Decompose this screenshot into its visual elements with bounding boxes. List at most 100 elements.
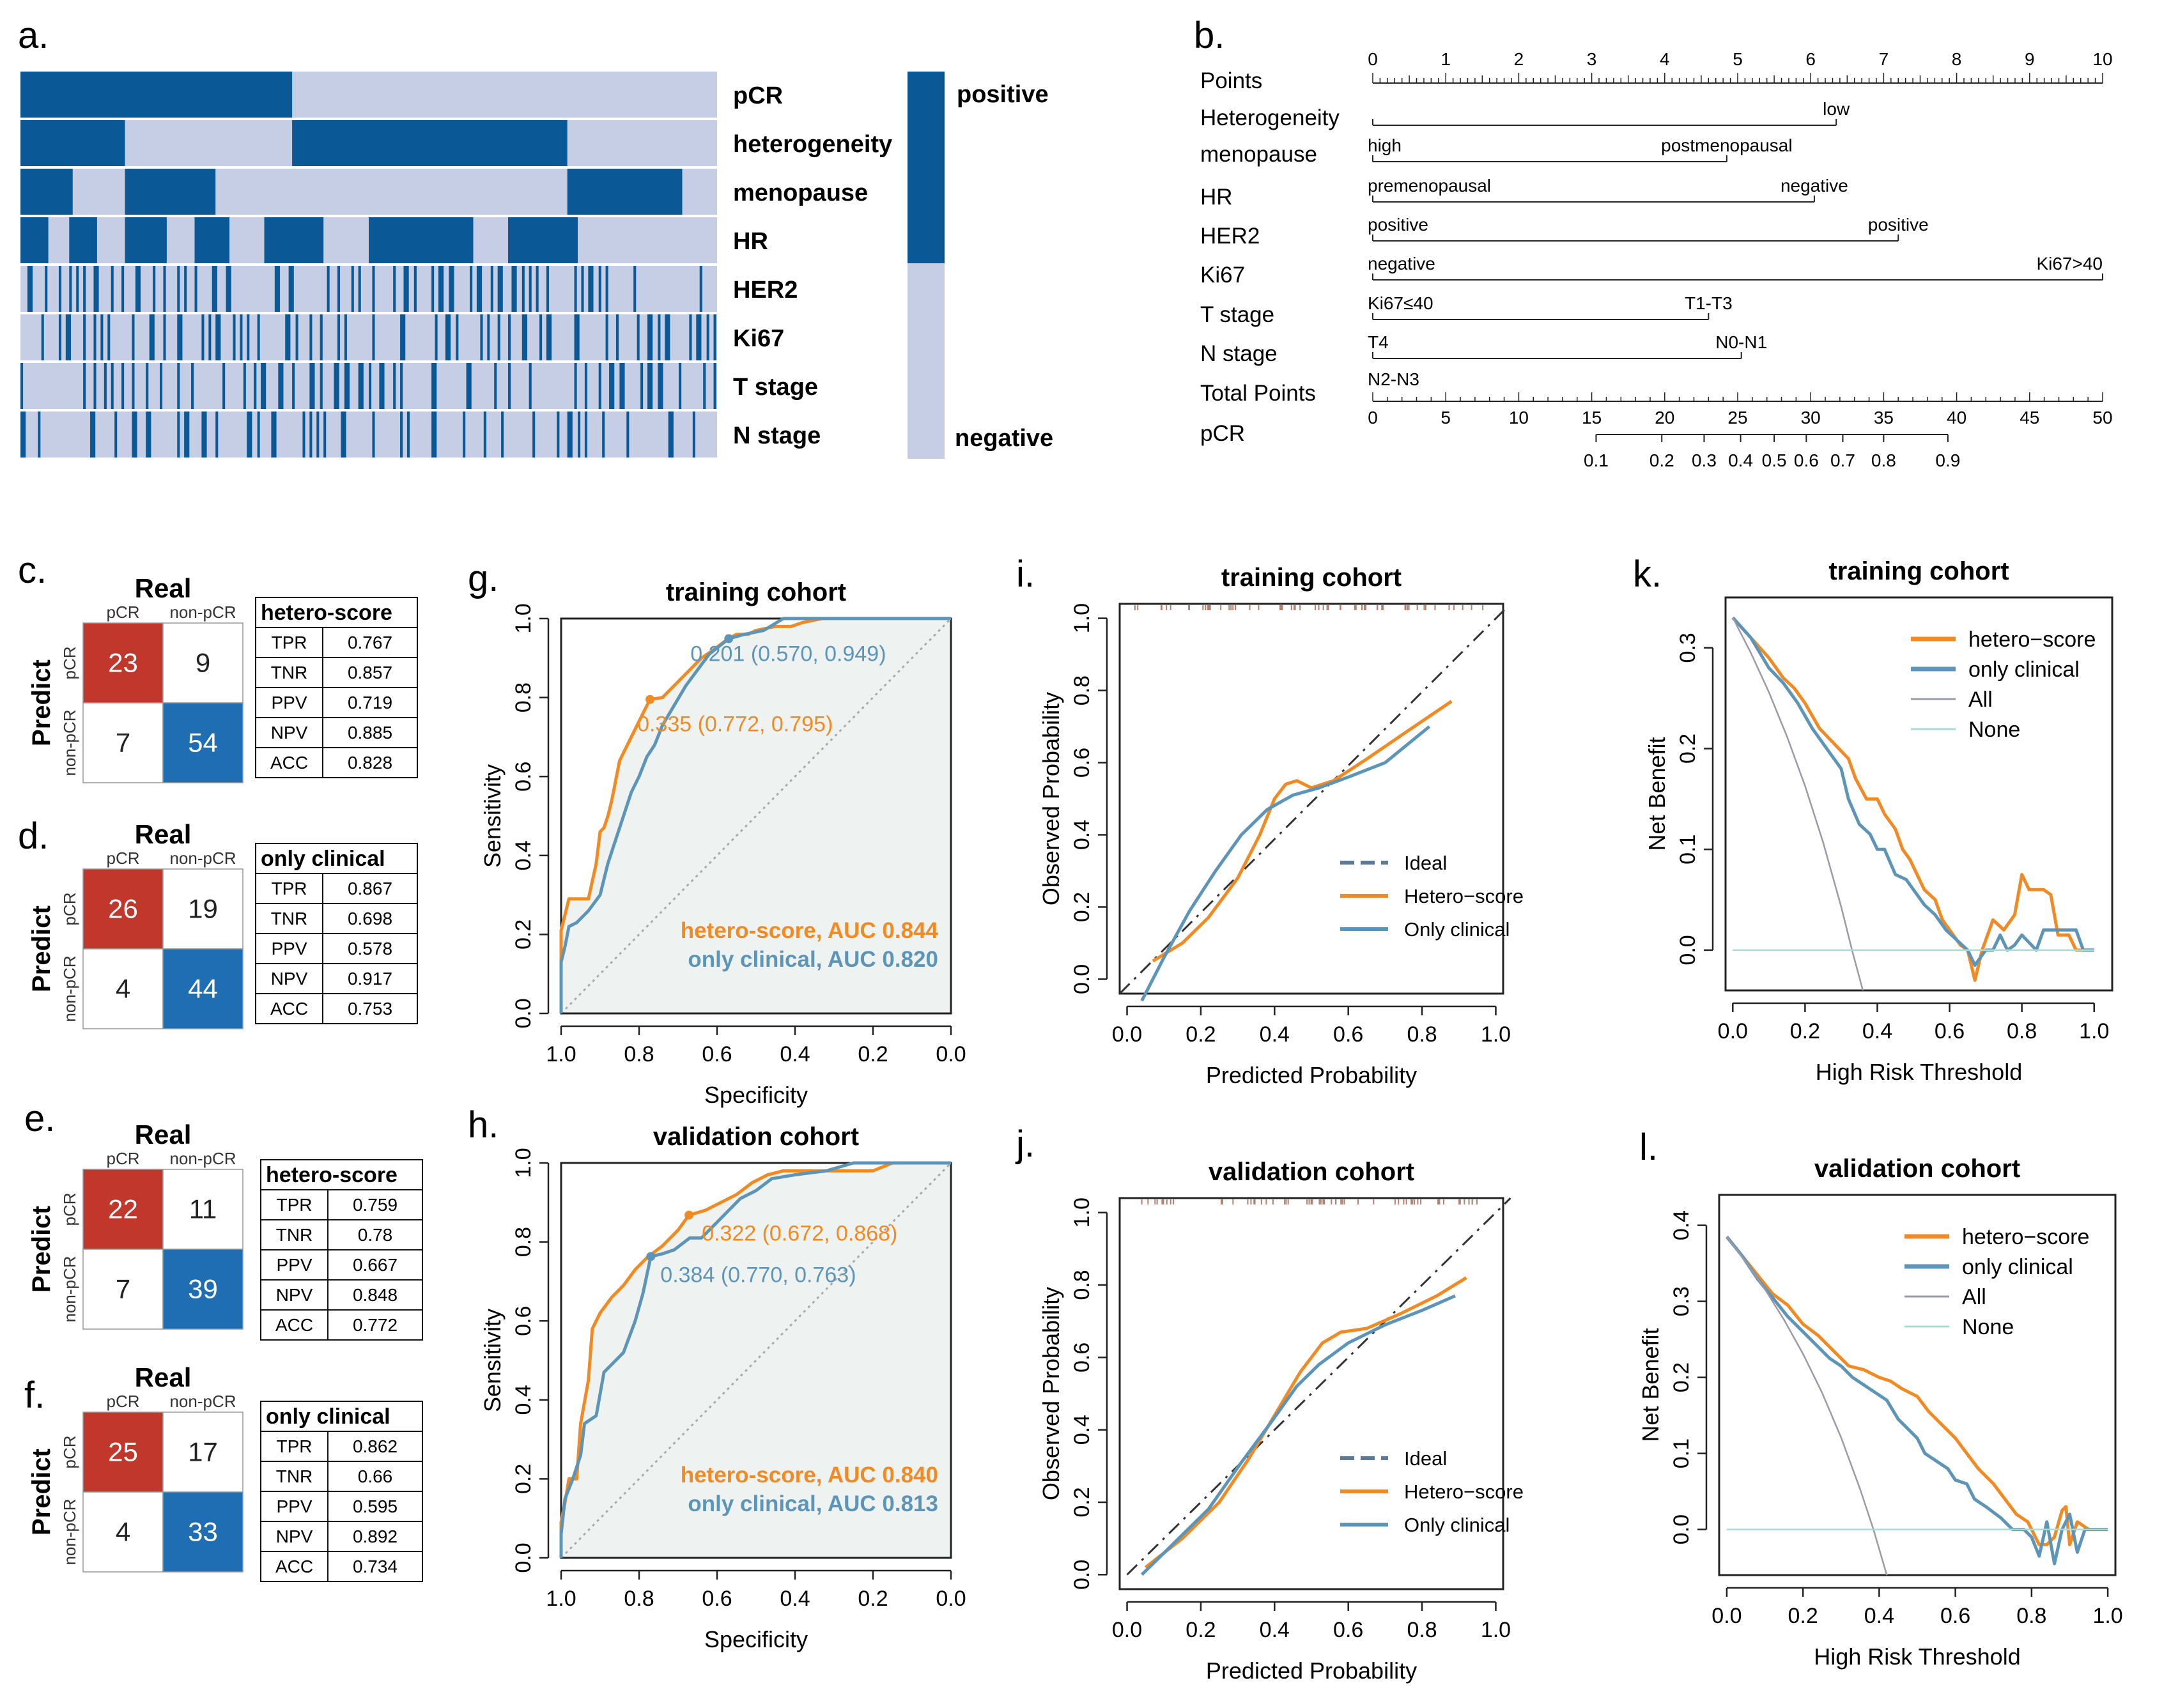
threshold-label: 0.384 (0.770, 0.763) [660,1263,856,1287]
points-tick-label: 10 [2092,49,2112,69]
nomogram-row-label: T stage [1200,302,1274,327]
heatmap-cell [20,363,23,409]
heatmap-cell [83,314,86,360]
metrics-table-value: 0.595 [353,1496,398,1516]
metrics-table-name: TNR [271,663,308,682]
heatmap-cell [647,363,653,409]
heatmap-cell [261,363,266,409]
heatmap-cell [191,363,194,409]
heatmap-cell [66,314,71,360]
heatmap-row-label: heterogeneity [733,131,892,158]
legend-positive-swatch [908,72,945,263]
heatmap-cell [184,266,187,312]
metrics-table-value: 0.772 [353,1315,398,1335]
heatmap-cell [93,266,98,312]
heatmap-cell [529,266,532,312]
pcr-tick-label: 0.1 [1584,450,1609,470]
heatmap-cell [334,363,339,409]
metrics-table-value: 0.867 [348,879,392,898]
nomogram-scale-label: T4 [1368,332,1389,352]
x-tick-label: 0.0 [1112,1022,1142,1047]
heatmap-panel: pCRheterogeneitymenopauseHRHER2Ki67T sta… [20,72,1053,459]
nomogram-scale-label: premenopausal [1368,176,1491,196]
heatmap-cell [578,412,580,458]
cm-cell-value: 54 [188,728,218,758]
y-tick-label: 0.4 [1669,1210,1694,1240]
cm-predict-header: Predict [27,1449,56,1535]
nomogram-row-label: HER2 [1200,224,1260,249]
metrics-table-value: 0.66 [358,1466,393,1486]
metrics-table-value: 0.862 [353,1436,398,1456]
metrics-table-name: TPR [277,1195,313,1215]
metrics-table-value: 0.885 [348,723,392,742]
figure-canvas: a. b. c. d. e. f. g. h. i. j. k. l. pCRh… [0,0,2171,1708]
x-tick-label: 0.6 [1333,1022,1363,1047]
chart-title: training cohort [1221,564,1402,592]
heatmap-cell [407,412,410,458]
heatmap-cell [707,314,709,360]
heatmap-cell [258,412,260,458]
cm-col-label: pCR [106,849,139,868]
y-tick-label: 0.6 [1070,748,1094,778]
heatmap-cell [619,363,624,409]
x-axis-label: Specificity [704,1626,808,1652]
x-tick-label: 1.0 [2079,1019,2109,1043]
y-tick-label: 1.0 [511,603,536,633]
heatmap-cell [575,266,577,312]
legend-entry: Ideal [1404,852,1447,874]
heatmap-cell [470,266,472,312]
y-tick-label: 0.1 [1669,1438,1694,1468]
heatmap-cell [626,412,629,458]
heatmap-cell [498,266,503,312]
heatmap-cell [163,314,166,360]
heatmap-cell [222,363,225,409]
cm-col-label: non-pCR [169,849,236,868]
heatmap-cell [568,412,573,458]
heatmap-cell [714,363,716,409]
legend-entry: All [1962,1285,1986,1309]
heatmap-cell [463,412,465,458]
cm-real-header: Real [135,1119,192,1150]
cm-cell-value: 9 [196,648,210,678]
heatmap-cell [184,412,189,458]
heatmap-cell [557,412,559,458]
x-tick-label: 0.4 [1260,1618,1290,1642]
x-tick-label: 0.8 [2007,1019,2037,1043]
threshold-label: 0.201 (0.570, 0.949) [690,642,886,666]
heatmap-cell [640,363,643,409]
heatmap-cell [484,412,486,458]
x-tick-label: 0.4 [1862,1019,1892,1043]
nomogram-row-label: N stage [1200,341,1278,366]
heatmap-cell [696,314,701,360]
x-axis-label: Predicted Probability [1206,1062,1417,1088]
total-points-tick-label: 0 [1368,408,1378,427]
x-tick-label: 0.6 [1333,1618,1363,1642]
heatmap-cell [393,266,396,312]
chart-title: training cohort [1828,557,2009,585]
nomogram-scale-label: Ki67≤40 [1368,293,1433,313]
heatmap-cell [163,266,166,312]
heatmap-cell [146,412,151,458]
cm-real-header: Real [135,1362,192,1392]
heatmap-cell [700,266,702,312]
metrics-table-name: ACC [275,1315,313,1335]
metrics-table-name: PPV [276,1496,312,1516]
heatmap-cell [135,266,141,312]
nomogram-scale-label: N0-N1 [1715,332,1767,352]
metrics-table-value: 0.828 [348,753,392,773]
metrics-table-value: 0.892 [353,1527,398,1546]
y-tick-label: 0.0 [1669,1514,1694,1544]
points-tick-label: 8 [1952,49,1962,69]
heatmap-cell [201,314,204,360]
cm-cell-value: 25 [108,1437,138,1467]
heatmap-cell [278,363,283,409]
heatmap-cell [546,314,552,360]
x-tick-label: 0.8 [1407,1618,1437,1642]
points-tick-label: 7 [1879,49,1889,69]
x-tick-label: 0.6 [702,1587,732,1611]
heatmap-cell [400,412,403,458]
cm-predict-header: Predict [27,905,56,992]
heatmap-cell [195,217,230,263]
y-tick-label: 0.8 [1070,1270,1094,1300]
heatmap-cell [445,314,451,360]
